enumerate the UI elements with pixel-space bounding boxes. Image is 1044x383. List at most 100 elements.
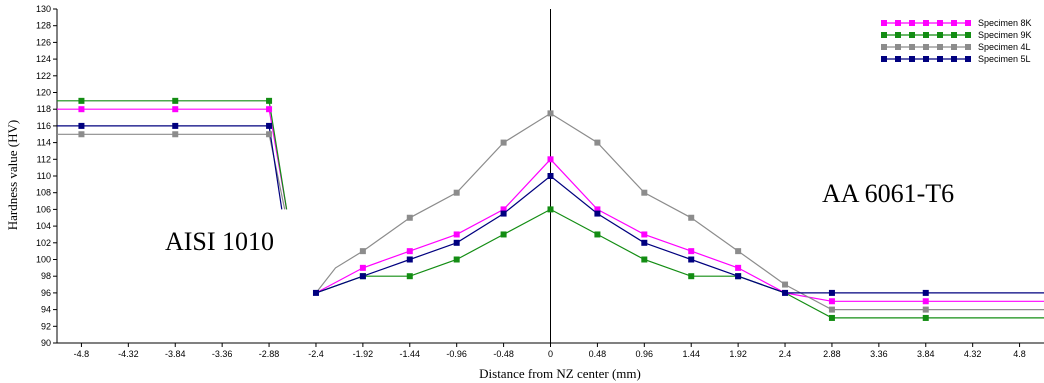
x-tick-label: -2.88 (259, 349, 280, 359)
legend-marker (937, 56, 943, 62)
data-point (922, 298, 929, 305)
y-tick-label: 114 (37, 138, 51, 148)
series-line-1 (315, 158, 1044, 302)
series-line-2 (57, 100, 288, 210)
legend-marker (923, 20, 929, 26)
y-tick-label: 130 (36, 4, 51, 14)
y-tick-label: 112 (37, 154, 51, 164)
x-tick-label: 2.4 (779, 349, 792, 359)
data-point (266, 131, 273, 138)
data-point (547, 110, 554, 117)
data-point (359, 264, 366, 271)
legend-marker (923, 32, 929, 38)
data-point (782, 281, 789, 288)
y-tick-label: 106 (36, 204, 51, 214)
y-tick-label: 102 (36, 238, 51, 248)
y-tick-label: 116 (37, 121, 51, 131)
y-tick-label: 120 (36, 88, 51, 98)
data-point (78, 97, 85, 104)
legend-marker (895, 20, 901, 26)
data-point (453, 239, 460, 246)
series-line-1 (57, 108, 288, 210)
x-tick-label: -4.8 (74, 349, 90, 359)
data-point (453, 231, 460, 238)
data-point (266, 106, 273, 113)
series-line-2 (315, 208, 1044, 319)
y-tick-label: 96 (41, 288, 51, 298)
legend-marker (951, 32, 957, 38)
data-point (688, 256, 695, 263)
legend-marker (923, 56, 929, 62)
data-point (312, 289, 319, 296)
data-point (359, 273, 366, 280)
data-point (735, 264, 742, 271)
data-point (641, 231, 648, 238)
legend-label: Specimen 4L (978, 42, 1031, 52)
data-point (172, 122, 179, 129)
legend-marker (909, 32, 915, 38)
data-point (594, 210, 601, 217)
annotation-aa-6061-t6: AA 6061-T6 (822, 179, 954, 208)
x-tick-label: 0.48 (589, 349, 607, 359)
x-tick-label: 2.88 (823, 349, 841, 359)
data-point (406, 273, 413, 280)
x-axis-title: Distance from NZ center (mm) (479, 366, 641, 381)
legend-label: Specimen 5L (978, 54, 1031, 64)
data-point (78, 106, 85, 113)
x-tick-label: -0.48 (493, 349, 514, 359)
series-line-3 (57, 133, 286, 210)
data-point (688, 214, 695, 221)
legend-label: Specimen 8K (978, 18, 1032, 28)
legend-marker (895, 44, 901, 50)
data-point (172, 106, 179, 113)
series-line-4 (57, 125, 283, 210)
legend-marker (965, 32, 971, 38)
data-point (266, 122, 273, 129)
legend: Specimen 8K Specimen 9K Specimen 4L Specime… (881, 18, 1032, 64)
legend-marker (937, 20, 943, 26)
x-tick-label: -2.4 (308, 349, 324, 359)
legend-marker (937, 44, 943, 50)
series-line-4 (315, 175, 1044, 294)
x-tick-label: 3.84 (917, 349, 935, 359)
data-point (594, 139, 601, 146)
x-tick-label: -1.92 (353, 349, 374, 359)
y-tick-label: 118 (37, 104, 51, 114)
data-point (406, 256, 413, 263)
y-tick-label: 104 (36, 221, 51, 231)
legend-marker (965, 56, 971, 62)
plot-area: 90 92 94 96 98 100 102 104 106 108 110 112 114 116 118… (36, 4, 1044, 359)
x-tick-label: -3.36 (212, 349, 233, 359)
annotation-aisi-1010: AISI 1010 (165, 227, 274, 256)
data-point (828, 298, 835, 305)
x-tick-label: 3.36 (870, 349, 888, 359)
y-tick-label: 98 (41, 271, 51, 281)
data-point (500, 210, 507, 217)
data-point (547, 173, 554, 179)
y-tick-label: 124 (36, 54, 51, 64)
data-point (594, 206, 601, 213)
legend-marker (881, 44, 887, 50)
x-tick-label: -0.96 (446, 349, 467, 359)
y-axis-title: Hardness value (HV) (5, 120, 20, 230)
data-point (594, 231, 601, 238)
data-point (922, 289, 929, 296)
data-point (828, 306, 835, 313)
legend-marker (965, 20, 971, 26)
data-point (500, 231, 507, 238)
data-point (735, 273, 742, 280)
data-point (453, 189, 460, 196)
y-tick-label: 90 (41, 338, 51, 348)
x-tick-label: -1.44 (400, 349, 421, 359)
y-tick-label: 100 (36, 255, 51, 265)
x-tick-label: 1.44 (682, 349, 700, 359)
data-point (500, 139, 507, 146)
y-tick-label: 108 (36, 188, 51, 198)
data-point (688, 273, 695, 280)
legend-label: Specimen 9K (978, 30, 1032, 40)
legend-marker (881, 32, 887, 38)
series-line-3 (315, 112, 1044, 311)
legend-marker (951, 44, 957, 50)
x-tick-label: 1.92 (729, 349, 747, 359)
y-tick-label: 110 (37, 171, 51, 181)
